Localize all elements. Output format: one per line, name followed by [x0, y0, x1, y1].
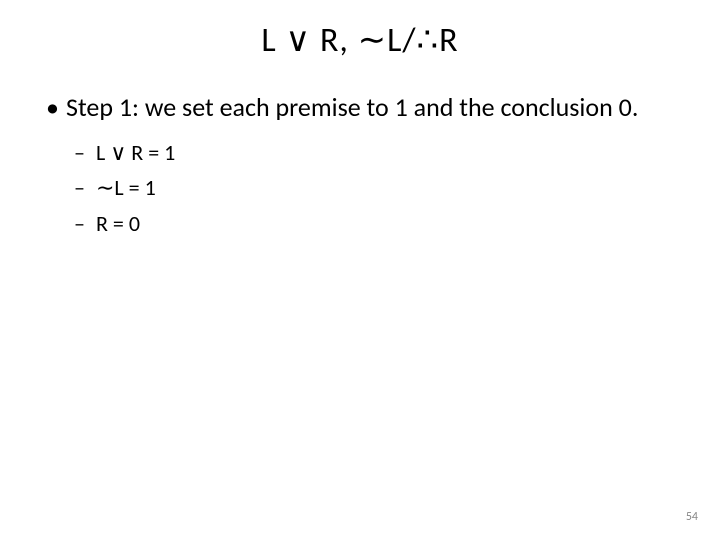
title-area: L ∨ R, ∼L/∴R — [0, 20, 720, 61]
bullet-level2-item: L ∨ R = 1 — [40, 138, 690, 168]
slide-title: L ∨ R, ∼L/∴R — [0, 20, 720, 61]
page-number: 54 — [686, 510, 698, 524]
slide-container: L ∨ R, ∼L/∴R Step 1: we set each premise… — [0, 0, 720, 540]
bullet-level1: Step 1: we set each premise to 1 and the… — [40, 91, 690, 124]
body-area: Step 1: we set each premise to 1 and the… — [0, 91, 720, 239]
bullet-level2-item: R = 0 — [40, 209, 690, 239]
bullet-level2-item: ∼L = 1 — [40, 173, 690, 203]
